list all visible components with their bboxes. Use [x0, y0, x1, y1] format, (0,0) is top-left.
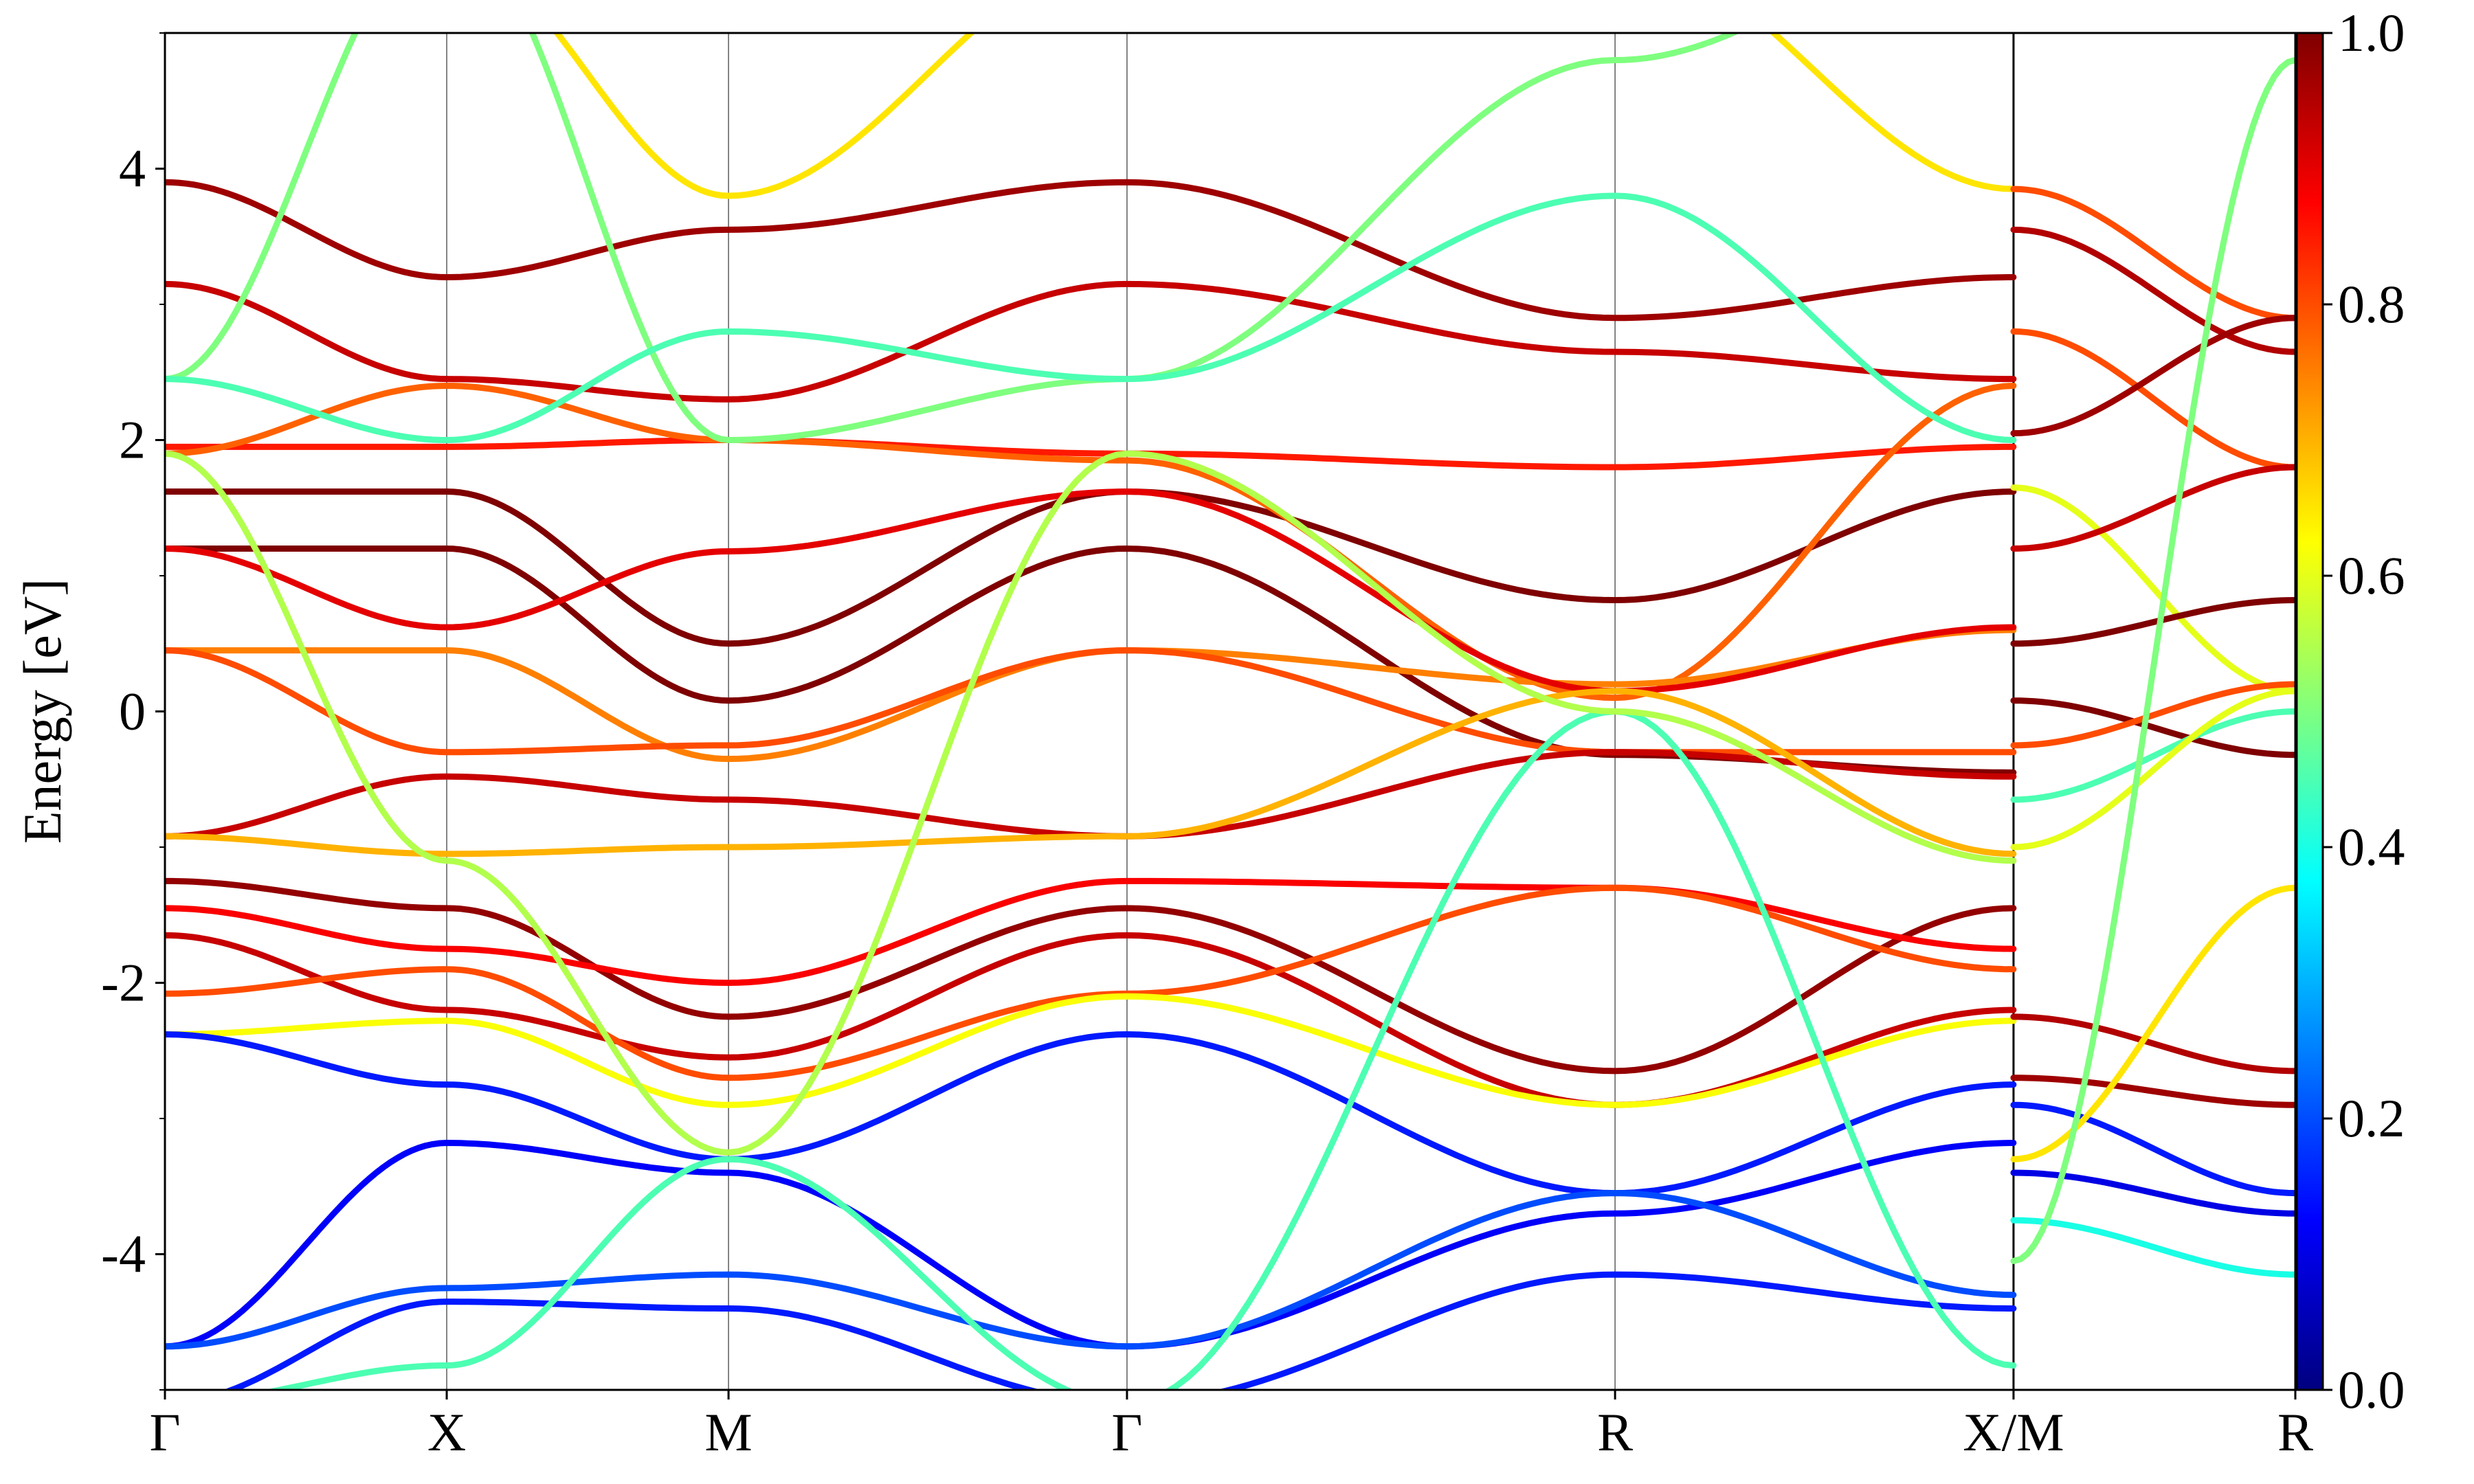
y-tick-label: 0 [119, 682, 146, 741]
band-line [165, 1190, 2017, 1350]
y-tick-label: 2 [119, 410, 146, 470]
y-tick-label: -2 [101, 953, 146, 1013]
band-line [165, 179, 2017, 322]
band-line [2010, 597, 2295, 647]
x-tick-label: Γ [1111, 1402, 1142, 1462]
colorbar: 0.0 0.2 0.4 0.6 0.8 1.0 [2295, 3, 2405, 1419]
colorbar-tick-label: 0.0 [2338, 1360, 2405, 1419]
colorbar-tick-label: 0.8 [2338, 274, 2405, 334]
band-line [165, 488, 2017, 647]
band-line [2010, 1101, 2295, 1197]
band-line [2010, 1217, 2295, 1278]
colorbar-tick-label: 0.4 [2338, 817, 2405, 877]
colorbar-tick-label: 0.2 [2338, 1088, 2405, 1148]
x-tick-label: R [2277, 1402, 2313, 1462]
band-line [165, 1031, 2017, 1197]
y-tick-label: -4 [101, 1224, 146, 1284]
high-symmetry-lines [446, 33, 2015, 1390]
band-line [165, 192, 2017, 443]
band-line [2010, 681, 2295, 749]
band-line [2010, 1013, 2295, 1075]
x-axis-ticks: Γ X M Γ R X/M R [149, 1390, 2313, 1462]
band-line [553, 33, 2017, 199]
band-line [165, 877, 2017, 1075]
x-tick-label: Γ [149, 1402, 180, 1462]
y-axis-label: Energy [eV] [12, 578, 72, 844]
x-tick-label: X/M [1963, 1402, 2064, 1462]
band-line [165, 280, 2017, 403]
x-tick-label: X [427, 1402, 466, 1462]
plot-background [165, 33, 2295, 1390]
band-line [2010, 186, 2295, 322]
band-line [223, 1271, 2017, 1390]
band-line [165, 1140, 2017, 1350]
y-tick-label: 4 [119, 139, 146, 199]
band-line [2010, 884, 2295, 1162]
band-line [2010, 328, 2295, 471]
band-lines [165, 33, 2295, 1390]
band-line [2010, 697, 2295, 758]
band-line [2010, 226, 2295, 355]
band-line [165, 488, 2017, 695]
band-line [165, 33, 1741, 443]
band-line [2010, 464, 2295, 552]
band-line [165, 450, 2017, 1156]
band-line [165, 688, 2017, 857]
colorbar-tick-label: 1.0 [2338, 3, 2405, 63]
band-line [165, 383, 2017, 701]
band-line [264, 708, 2017, 1390]
band-line [165, 627, 2017, 763]
band-line [2010, 484, 2295, 695]
x-tick-label: M [704, 1402, 752, 1462]
band-line [165, 993, 2017, 1108]
band-line [165, 884, 2017, 1081]
colorbar-gradient [2295, 32, 2324, 1391]
band-line [165, 437, 2017, 471]
band-line [2010, 688, 2295, 851]
y-axis-ticks: -4 -2 0 2 4 [101, 32, 165, 1391]
colorbar-tick-label: 0.6 [2338, 546, 2405, 605]
band-line [2010, 57, 2295, 1264]
band-line [2010, 315, 2295, 437]
band-line [2010, 1075, 2295, 1108]
colorbar-ticks: 0.0 0.2 0.4 0.6 0.8 1.0 [2323, 3, 2405, 1419]
band-line [2010, 708, 2295, 803]
x-tick-label: R [1597, 1402, 1633, 1462]
